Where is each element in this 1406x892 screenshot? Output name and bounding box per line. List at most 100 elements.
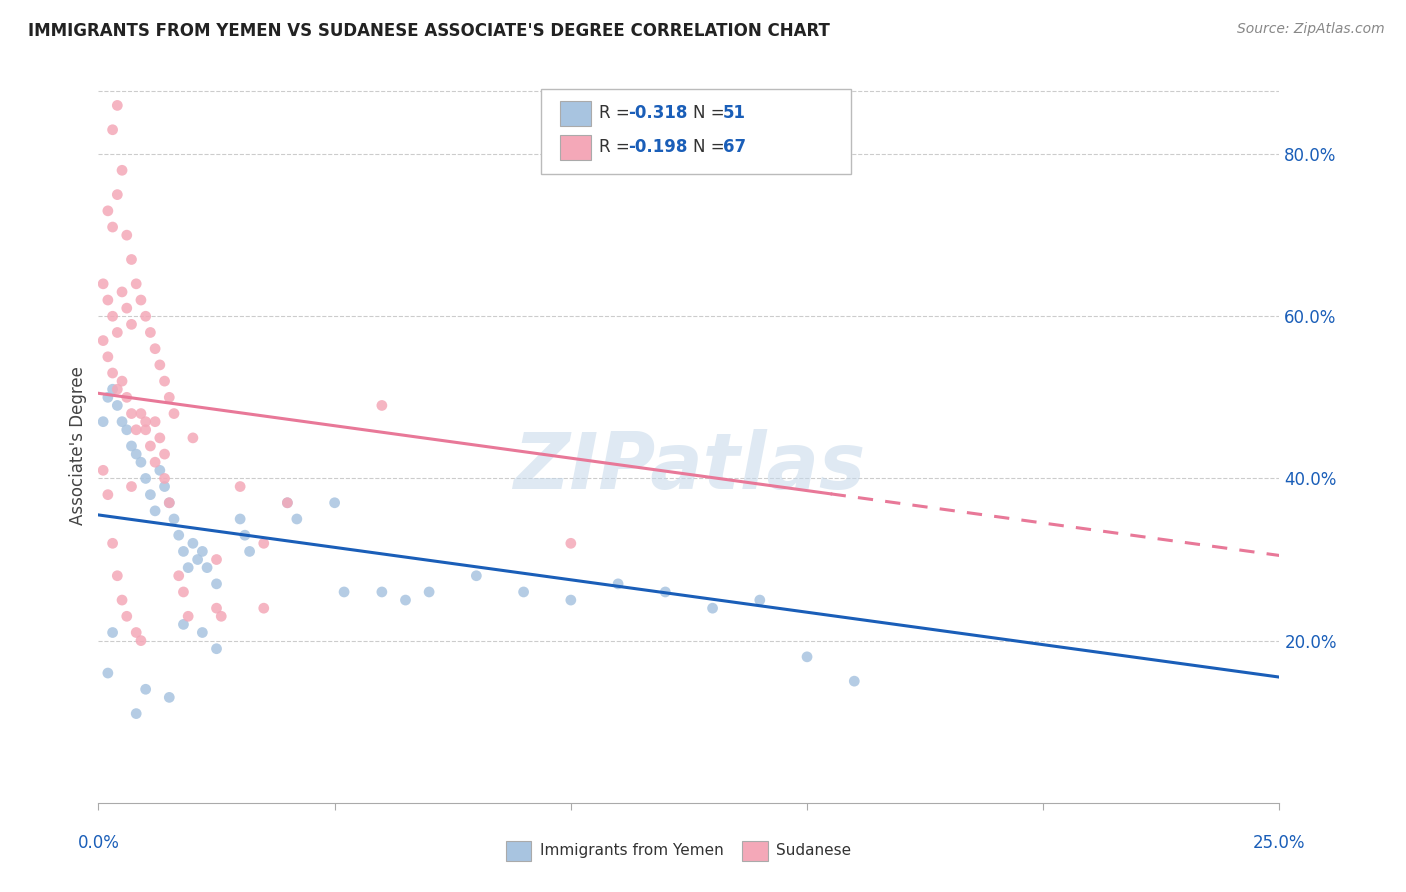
Point [121, 439, 143, 453]
Point [418, 585, 440, 599]
Text: -0.318: -0.318 [628, 104, 688, 122]
Point [115, 228, 138, 243]
Point [115, 301, 138, 315]
Point [91, 277, 114, 291]
Point [121, 318, 143, 332]
Point [191, 625, 214, 640]
Point [129, 455, 152, 469]
Point [125, 277, 148, 291]
Point [105, 382, 128, 396]
Point [115, 609, 138, 624]
Point [333, 585, 356, 599]
Text: Sudanese: Sudanese [776, 844, 851, 858]
Point [101, 536, 124, 550]
Point [91, 463, 114, 477]
Point [172, 544, 194, 558]
Y-axis label: Associate's Degree: Associate's Degree [69, 367, 87, 525]
Point [105, 187, 128, 202]
Point [101, 220, 124, 235]
Point [465, 568, 488, 582]
Point [205, 577, 228, 591]
Text: R =: R = [599, 104, 636, 122]
Point [844, 674, 866, 689]
Point [115, 390, 138, 404]
Point [105, 568, 128, 582]
Point [97, 488, 120, 502]
Point [101, 122, 124, 136]
Point [702, 601, 724, 615]
Point [139, 439, 162, 453]
Point [276, 496, 298, 510]
Point [253, 536, 276, 550]
Point [167, 528, 190, 542]
Point [139, 488, 162, 502]
Point [163, 512, 186, 526]
Point [187, 552, 209, 566]
Text: 25.0%: 25.0% [1253, 834, 1306, 852]
Point [111, 593, 134, 607]
Point [121, 407, 143, 421]
Point [205, 641, 228, 656]
Point [157, 390, 180, 404]
Point [205, 601, 228, 615]
Point [195, 560, 218, 574]
Point [115, 423, 138, 437]
Point [105, 326, 128, 340]
Point [97, 203, 120, 218]
Point [129, 407, 152, 421]
Point [654, 585, 676, 599]
Point [149, 358, 172, 372]
Point [91, 415, 114, 429]
Point [105, 98, 128, 112]
Point [135, 682, 157, 697]
Point [157, 496, 180, 510]
Point [143, 342, 166, 356]
Text: 67: 67 [723, 138, 745, 156]
Point [97, 390, 120, 404]
Point [91, 334, 114, 348]
Point [371, 585, 394, 599]
Text: IMMIGRANTS FROM YEMEN VS SUDANESE ASSOCIATE'S DEGREE CORRELATION CHART: IMMIGRANTS FROM YEMEN VS SUDANESE ASSOCI… [28, 22, 830, 40]
Point [125, 625, 148, 640]
Point [191, 544, 214, 558]
Point [796, 649, 818, 664]
Point [121, 479, 143, 493]
Point [101, 382, 124, 396]
Point [748, 593, 770, 607]
Point [181, 431, 204, 445]
Point [229, 479, 252, 493]
Point [153, 374, 176, 388]
Point [129, 633, 152, 648]
Text: Immigrants from Yemen: Immigrants from Yemen [540, 844, 724, 858]
Point [177, 560, 200, 574]
Text: N =: N = [693, 104, 730, 122]
Point [285, 512, 308, 526]
Point [97, 350, 120, 364]
Point [135, 423, 157, 437]
Point [181, 536, 204, 550]
Text: ZIPatlas: ZIPatlas [513, 429, 865, 506]
Point [135, 415, 157, 429]
Point [125, 423, 148, 437]
Point [125, 706, 148, 721]
Text: 51: 51 [723, 104, 745, 122]
Point [101, 625, 124, 640]
Point [229, 512, 252, 526]
Point [512, 585, 534, 599]
Point [111, 374, 134, 388]
Point [143, 455, 166, 469]
Text: R =: R = [599, 138, 636, 156]
Point [157, 690, 180, 705]
Point [560, 593, 582, 607]
Point [172, 617, 194, 632]
Point [97, 293, 120, 307]
Point [157, 496, 180, 510]
Text: 0.0%: 0.0% [77, 834, 120, 852]
Point [135, 310, 157, 324]
Point [560, 536, 582, 550]
Point [233, 528, 256, 542]
Point [125, 447, 148, 461]
Point [323, 496, 346, 510]
Point [111, 285, 134, 299]
Point [394, 593, 416, 607]
